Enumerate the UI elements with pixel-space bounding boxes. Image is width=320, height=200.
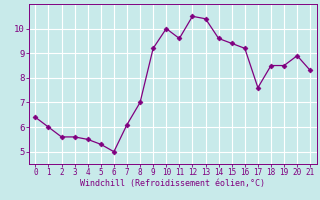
- X-axis label: Windchill (Refroidissement éolien,°C): Windchill (Refroidissement éolien,°C): [80, 179, 265, 188]
